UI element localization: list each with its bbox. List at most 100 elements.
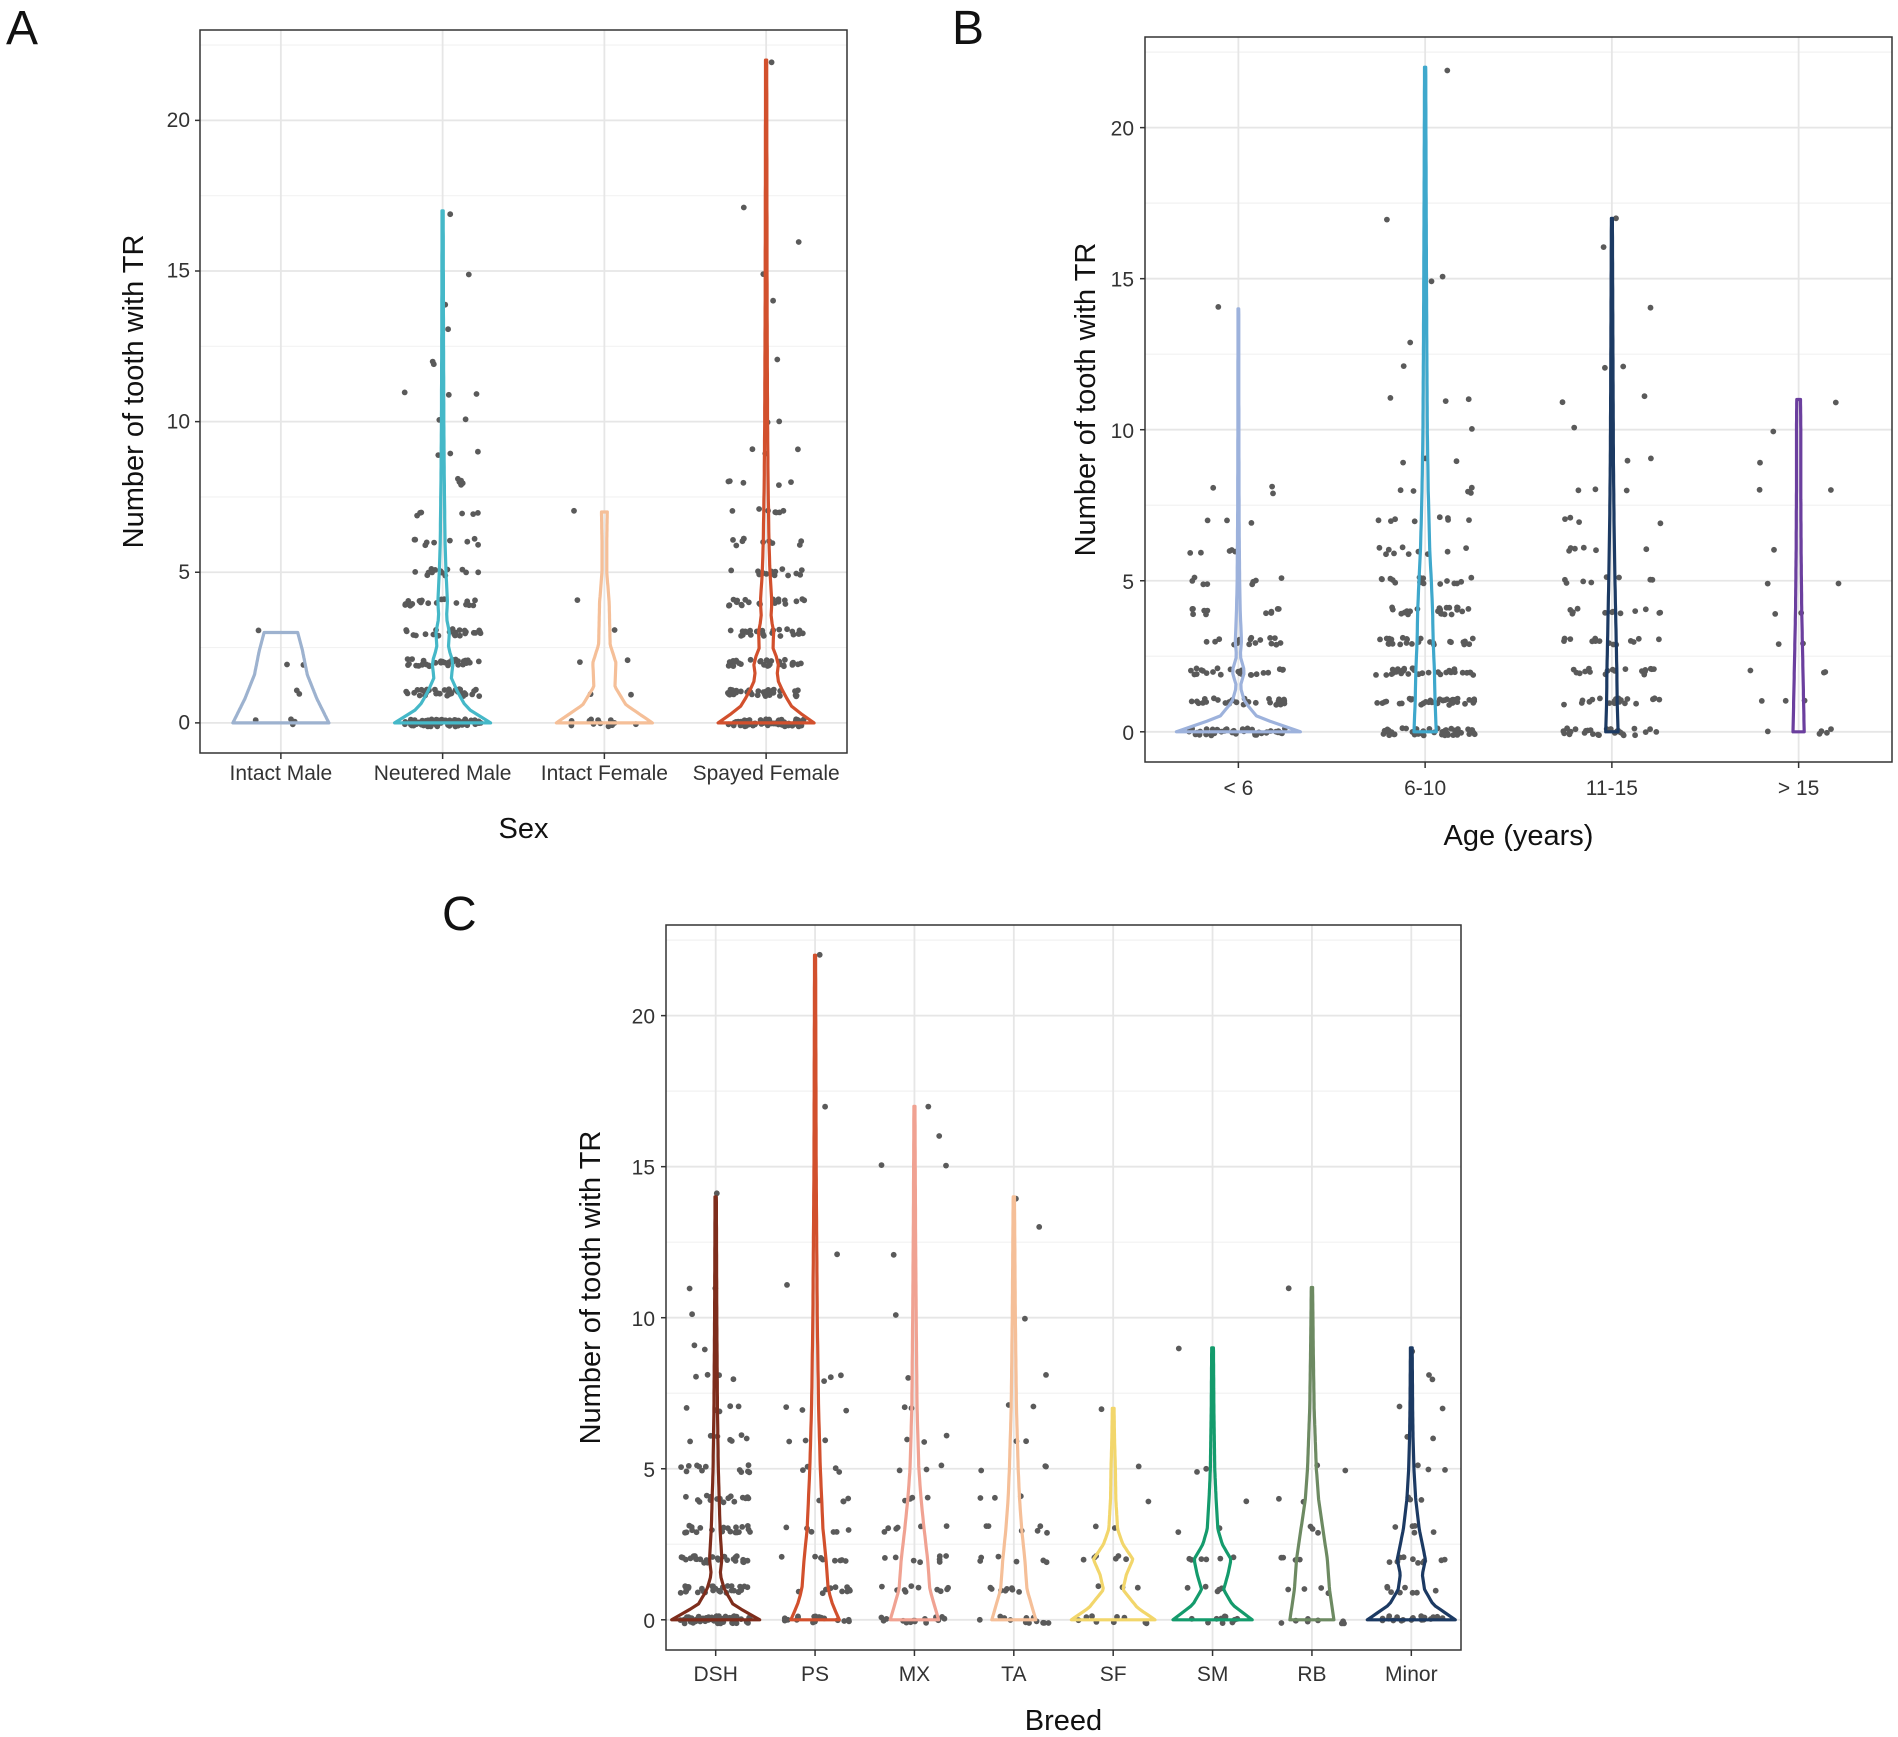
data-point <box>740 204 747 211</box>
data-point <box>1567 545 1574 551</box>
y-tick-label: 15 <box>632 1157 655 1180</box>
data-point <box>781 597 788 604</box>
data-point <box>1588 579 1595 586</box>
data-point <box>1387 575 1394 582</box>
y-tick-label: 20 <box>167 109 190 132</box>
data-point <box>1407 339 1414 346</box>
data-point <box>1022 1315 1028 1322</box>
data-point <box>605 723 612 730</box>
data-point <box>1651 666 1657 672</box>
data-point <box>730 537 736 543</box>
data-point <box>1373 672 1379 678</box>
data-point <box>924 1494 931 1501</box>
data-point <box>1279 667 1286 673</box>
data-point <box>1391 731 1397 738</box>
data-point <box>1210 484 1217 491</box>
data-point <box>1194 1469 1200 1475</box>
data-point <box>697 1556 704 1563</box>
data-point <box>832 1584 839 1591</box>
y-tick-label: 15 <box>1111 269 1134 292</box>
data-point <box>978 1554 985 1561</box>
data-point <box>1267 699 1273 706</box>
data-point <box>624 657 631 664</box>
data-point <box>943 1553 949 1559</box>
data-point <box>447 537 453 544</box>
data-point <box>736 1529 742 1535</box>
data-point <box>1233 699 1240 706</box>
data-point <box>1318 1585 1325 1591</box>
data-point <box>1385 546 1392 553</box>
data-point <box>742 628 749 635</box>
data-point <box>736 1467 743 1473</box>
data-point <box>697 1525 704 1531</box>
data-point <box>413 632 419 639</box>
data-point <box>901 1404 908 1411</box>
data-point <box>1469 426 1475 432</box>
data-point <box>770 297 776 304</box>
data-point <box>725 691 732 697</box>
data-point <box>1466 697 1473 703</box>
data-point <box>475 541 481 548</box>
data-point <box>677 1589 684 1596</box>
data-point <box>1559 399 1566 406</box>
data-point <box>693 1529 700 1536</box>
y-tick-label: 0 <box>178 712 190 735</box>
data-point <box>296 691 303 697</box>
data-point <box>827 1374 834 1381</box>
data-point <box>1405 551 1412 557</box>
data-point <box>683 1529 690 1536</box>
data-point <box>455 658 461 664</box>
data-point <box>1758 698 1765 704</box>
data-point <box>1186 1555 1193 1562</box>
data-point <box>902 1588 909 1595</box>
x-tick-label-sf: SF <box>1100 1663 1127 1686</box>
data-point <box>1624 457 1631 464</box>
data-point <box>1244 725 1251 732</box>
data-point <box>1764 580 1771 587</box>
data-point <box>1575 487 1582 494</box>
y-tick-label: 20 <box>1111 118 1134 141</box>
data-point <box>939 1614 945 1620</box>
data-point <box>475 448 481 455</box>
data-point <box>759 627 766 634</box>
data-point <box>730 691 737 698</box>
plot-frame <box>1144 36 1893 763</box>
data-point <box>418 686 425 693</box>
data-point <box>733 1620 740 1627</box>
data-point <box>737 1583 743 1590</box>
data-point <box>1215 304 1222 310</box>
data-point <box>799 1407 806 1413</box>
data-point <box>1409 641 1415 647</box>
data-point <box>1257 637 1264 643</box>
data-point <box>1260 670 1267 676</box>
data-point <box>727 1493 734 1500</box>
data-point <box>717 1620 724 1627</box>
data-point <box>882 1555 888 1561</box>
data-point <box>1623 487 1630 494</box>
data-point <box>1307 1523 1314 1530</box>
data-point <box>978 1467 985 1474</box>
data-point <box>995 1553 1002 1560</box>
data-point <box>1835 580 1842 587</box>
data-point <box>802 1437 809 1444</box>
data-point <box>1445 517 1451 523</box>
data-point <box>740 1559 747 1566</box>
data-point <box>1468 574 1475 581</box>
violin-gt-15 <box>1791 397 1806 734</box>
data-point <box>1471 731 1478 738</box>
data-point <box>1770 428 1777 435</box>
data-point <box>475 510 481 516</box>
data-point <box>740 479 747 486</box>
data-point <box>1462 638 1468 645</box>
data-point <box>811 1613 818 1620</box>
data-point <box>1095 1583 1102 1590</box>
data-point <box>1089 1613 1095 1620</box>
data-point <box>798 660 804 667</box>
data-point <box>1562 516 1568 522</box>
data-point <box>1824 729 1830 736</box>
data-point <box>1253 577 1259 584</box>
data-point <box>422 542 429 549</box>
y-tick-label: 0 <box>1122 722 1134 745</box>
data-point <box>1248 520 1255 526</box>
